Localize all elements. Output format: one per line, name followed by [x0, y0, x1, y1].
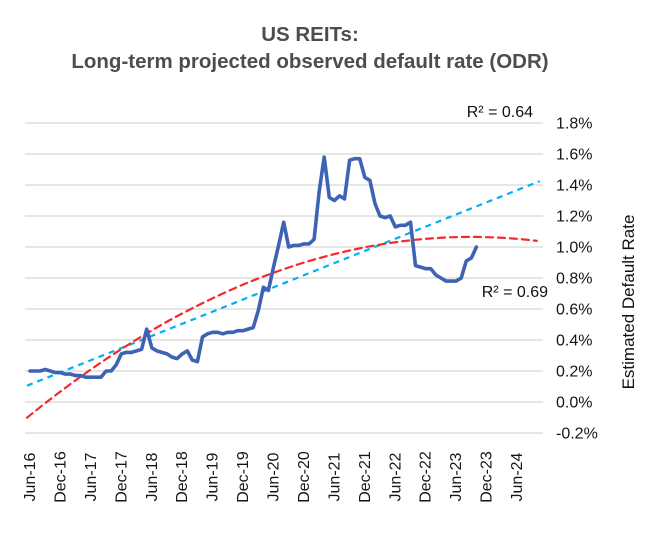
- series-lines: [25, 155, 541, 419]
- chart-title-line1: US REITs:: [261, 23, 359, 46]
- y-tick-label: 0.4%: [556, 333, 592, 350]
- y-tick-label: 0.2%: [556, 364, 592, 381]
- x-tick-label: Jun-18: [144, 452, 161, 501]
- y-tick-label: 0.0%: [556, 395, 592, 412]
- odr-line: [28, 155, 479, 379]
- x-tick-label: Jun-16: [22, 452, 39, 501]
- x-tick-label: Jun-21: [326, 452, 343, 501]
- x-tick-label: Dec-16: [52, 451, 69, 503]
- x-tick-label: Jun-24: [509, 452, 526, 501]
- y-tick-label: 1.6%: [556, 147, 592, 164]
- poly-trendline: [25, 235, 538, 419]
- gridlines: [25, 122, 543, 434]
- x-tick-label: Dec-19: [235, 451, 252, 503]
- y-tick-label: 1.4%: [556, 178, 592, 195]
- y-tick-label: -0.2%: [556, 426, 598, 443]
- y-tick-label: 0.6%: [556, 302, 592, 319]
- y-axis-tick-labels: 1.8% 1.6% 1.4% 1.2% 1.0% 0.8% 0.6% 0.4% 0.2% 0.0%…: [556, 116, 598, 443]
- chart-title-line2: Long-term projected observed default rat…: [71, 50, 548, 73]
- x-tick-label: Dec-18: [174, 451, 191, 503]
- x-tick-label: Jun-20: [266, 452, 283, 501]
- x-axis-tick-labels: Jun-16 Dec-16 Jun-17 Dec-17 Jun-18 Dec-18 Jun-…: [22, 451, 526, 503]
- linear-trendline: [26, 180, 541, 387]
- r2-poly-label: R² = 0.69: [482, 284, 548, 301]
- y-tick-label: 1.2%: [556, 209, 592, 226]
- x-tick-label: Jun-23: [448, 452, 465, 501]
- x-tick-label: Jun-19: [205, 452, 222, 501]
- x-tick-label: Dec-17: [113, 451, 130, 503]
- x-tick-label: Dec-22: [418, 451, 435, 503]
- y-tick-label: 0.8%: [556, 271, 592, 288]
- x-tick-label: Dec-21: [357, 451, 374, 503]
- x-tick-label: Jun-22: [387, 452, 404, 501]
- x-tick-label: Jun-17: [83, 452, 100, 501]
- y-tick-label: 1.0%: [556, 240, 592, 257]
- y-axis-title: Estimated Default Rate: [619, 215, 638, 390]
- r2-linear-label: R² = 0.64: [467, 104, 533, 121]
- x-tick-label: Dec-20: [296, 451, 313, 503]
- x-tick-label: Dec-23: [479, 451, 496, 503]
- y-tick-label: 1.8%: [556, 116, 592, 133]
